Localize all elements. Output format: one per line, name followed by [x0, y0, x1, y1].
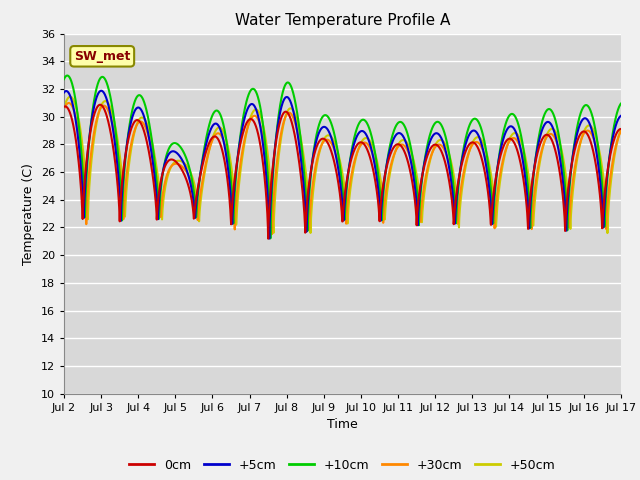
- Y-axis label: Temperature (C): Temperature (C): [22, 163, 35, 264]
- Text: SW_met: SW_met: [74, 50, 131, 63]
- Title: Water Temperature Profile A: Water Temperature Profile A: [235, 13, 450, 28]
- Legend: 0cm, +5cm, +10cm, +30cm, +50cm: 0cm, +5cm, +10cm, +30cm, +50cm: [124, 454, 561, 477]
- X-axis label: Time: Time: [327, 418, 358, 431]
